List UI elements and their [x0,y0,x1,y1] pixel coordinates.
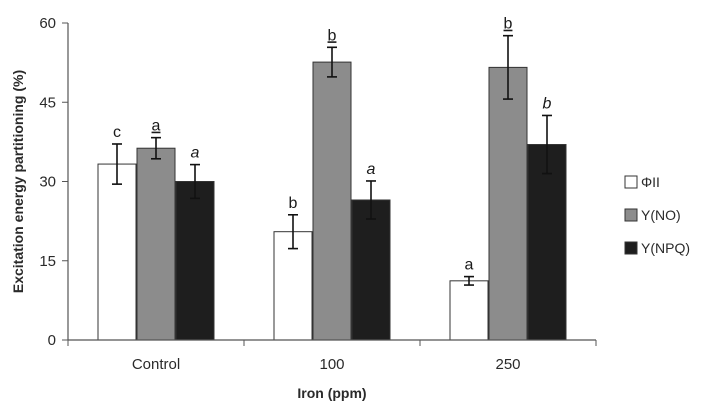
bar [312,61,352,341]
y-tick-label: 0 [48,332,56,349]
x-tick-label: Control [132,356,180,373]
legend-swatch [624,175,638,189]
x-tick-label: 250 [495,356,520,373]
legend: ΦII Y(NO) Y(NPQ) [624,174,690,256]
bar [273,231,313,341]
error-bars-group [112,34,552,286]
legend-swatch [624,208,638,222]
legend-label: Y(NO) [641,207,681,223]
y-tick-label: 15 [39,253,56,270]
significance-label: c [113,124,121,141]
bar [97,163,137,341]
bar [351,199,391,341]
legend-label: Y(NPQ) [641,240,690,256]
legend-label: ΦII [641,174,660,190]
bar [136,147,176,341]
significance-label: a [191,145,200,162]
x-axis-ticks: Control 100 250 [67,340,597,373]
bar [449,280,489,341]
y-tick-label: 30 [39,174,56,191]
significance-label: b [328,27,337,44]
significance-label: b [289,195,298,212]
bar [488,66,528,341]
x-axis-title: Iron (ppm) [297,385,366,401]
y-axis-title: Excitation energy partitioning (%) [10,70,26,293]
significance-label: b [504,16,513,33]
y-tick-label: 60 [39,15,56,32]
significance-label: a [465,257,474,274]
significance-label: a [152,118,161,135]
significance-labels-group: c a a b b a a b b [113,16,552,274]
axes-group [67,23,596,341]
x-tick-label: 100 [319,356,344,373]
bar [175,181,215,341]
y-tick-label: 45 [39,94,56,111]
legend-swatch [624,241,638,255]
significance-label: b [543,95,552,112]
y-axis-ticks: 0 15 30 45 60 [39,15,68,349]
significance-label: a [367,161,376,178]
bars-group [97,61,567,341]
